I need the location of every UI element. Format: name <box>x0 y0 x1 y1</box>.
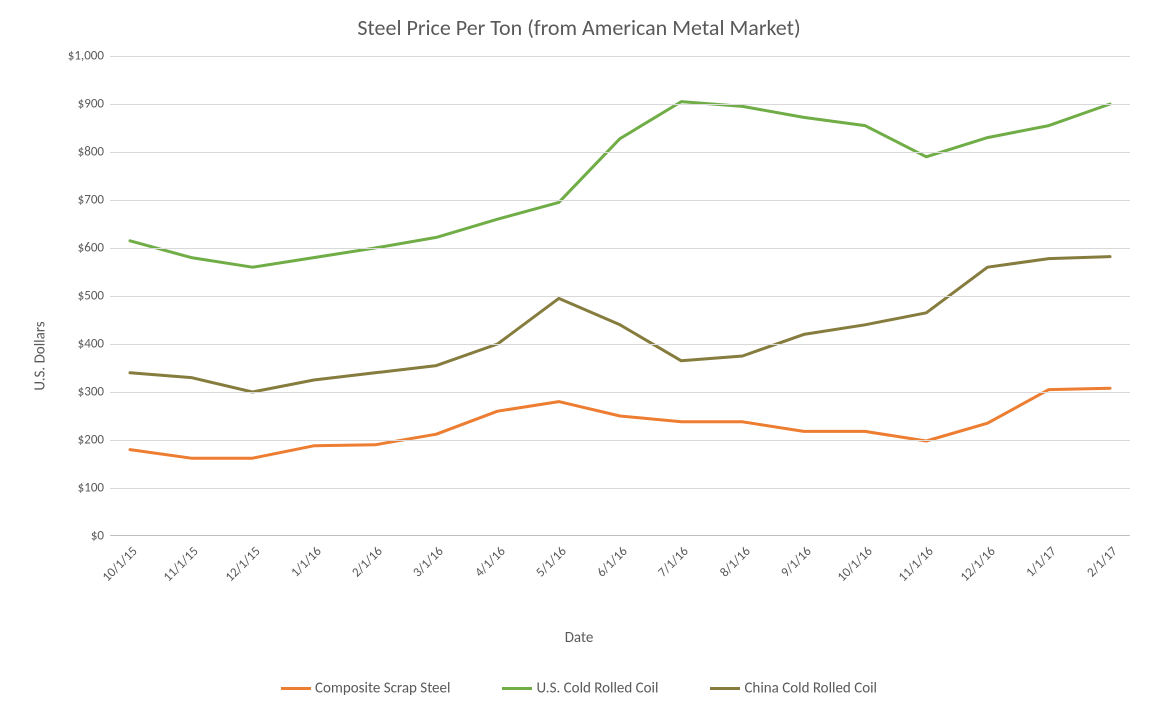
legend: Composite Scrap Steel U.S. Cold Rolled Co… <box>0 679 1158 697</box>
x-tick-label: 1/1/17 <box>1006 544 1059 597</box>
x-tick-label: 2/1/17 <box>1068 544 1121 597</box>
x-tick-label: 5/1/16 <box>516 544 569 597</box>
legend-label: U.S. Cold Rolled Coil <box>536 679 658 697</box>
y-tick-label: $600 <box>24 241 104 256</box>
x-tick-label: 12/1/16 <box>945 544 998 597</box>
gridline <box>110 200 1130 201</box>
x-tick-label: 8/1/16 <box>700 544 753 597</box>
chart-title: Steel Price Per Ton (from American Metal… <box>0 14 1158 41</box>
y-axis-title: U.S. Dollars <box>32 321 50 390</box>
legend-item: Composite Scrap Steel <box>281 679 450 697</box>
y-tick-label: $100 <box>24 481 104 496</box>
series-line <box>130 388 1110 458</box>
x-tick-label: 10/1/16 <box>823 544 876 597</box>
legend-item: China Cold Rolled Coil <box>710 679 877 697</box>
gridline <box>110 152 1130 153</box>
x-tick-label: 1/1/16 <box>271 544 324 597</box>
x-tick-label: 3/1/16 <box>394 544 447 597</box>
series-line <box>130 102 1110 268</box>
series-line <box>130 257 1110 392</box>
x-tick-label: 9/1/16 <box>761 544 814 597</box>
y-tick-label: $700 <box>24 193 104 208</box>
x-tick-label: 11/1/15 <box>149 544 202 597</box>
gridline <box>110 392 1130 393</box>
y-tick-label: $800 <box>24 145 104 160</box>
x-tick-label: 12/1/15 <box>210 544 263 597</box>
y-tick-label: $0 <box>24 529 104 544</box>
x-tick-label: 2/1/16 <box>333 544 386 597</box>
gridline <box>110 344 1130 345</box>
chart-container: Steel Price Per Ton (from American Metal… <box>0 0 1158 711</box>
y-tick-label: $500 <box>24 289 104 304</box>
gridline <box>110 488 1130 489</box>
gridline <box>110 440 1130 441</box>
gridline <box>110 104 1130 105</box>
legend-label: China Cold Rolled Coil <box>744 679 877 697</box>
x-tick-label: 10/1/15 <box>88 544 141 597</box>
y-tick-label: $900 <box>24 97 104 112</box>
x-axis-title: Date <box>0 629 1158 647</box>
legend-label: Composite Scrap Steel <box>315 679 450 697</box>
x-tick-label: 6/1/16 <box>578 544 631 597</box>
x-tick-label: 11/1/16 <box>884 544 937 597</box>
y-tick-label: $1,000 <box>24 49 104 64</box>
legend-swatch <box>710 687 740 690</box>
x-tick-label: 7/1/16 <box>639 544 692 597</box>
gridline <box>110 296 1130 297</box>
y-tick-label: $200 <box>24 433 104 448</box>
legend-swatch <box>281 687 311 690</box>
gridline <box>110 248 1130 249</box>
y-tick-label: $400 <box>24 337 104 352</box>
legend-swatch <box>502 687 532 690</box>
x-tick-label: 4/1/16 <box>455 544 508 597</box>
y-tick-label: $300 <box>24 385 104 400</box>
plot-area <box>110 56 1130 536</box>
gridline <box>110 56 1130 57</box>
legend-item: U.S. Cold Rolled Coil <box>502 679 658 697</box>
